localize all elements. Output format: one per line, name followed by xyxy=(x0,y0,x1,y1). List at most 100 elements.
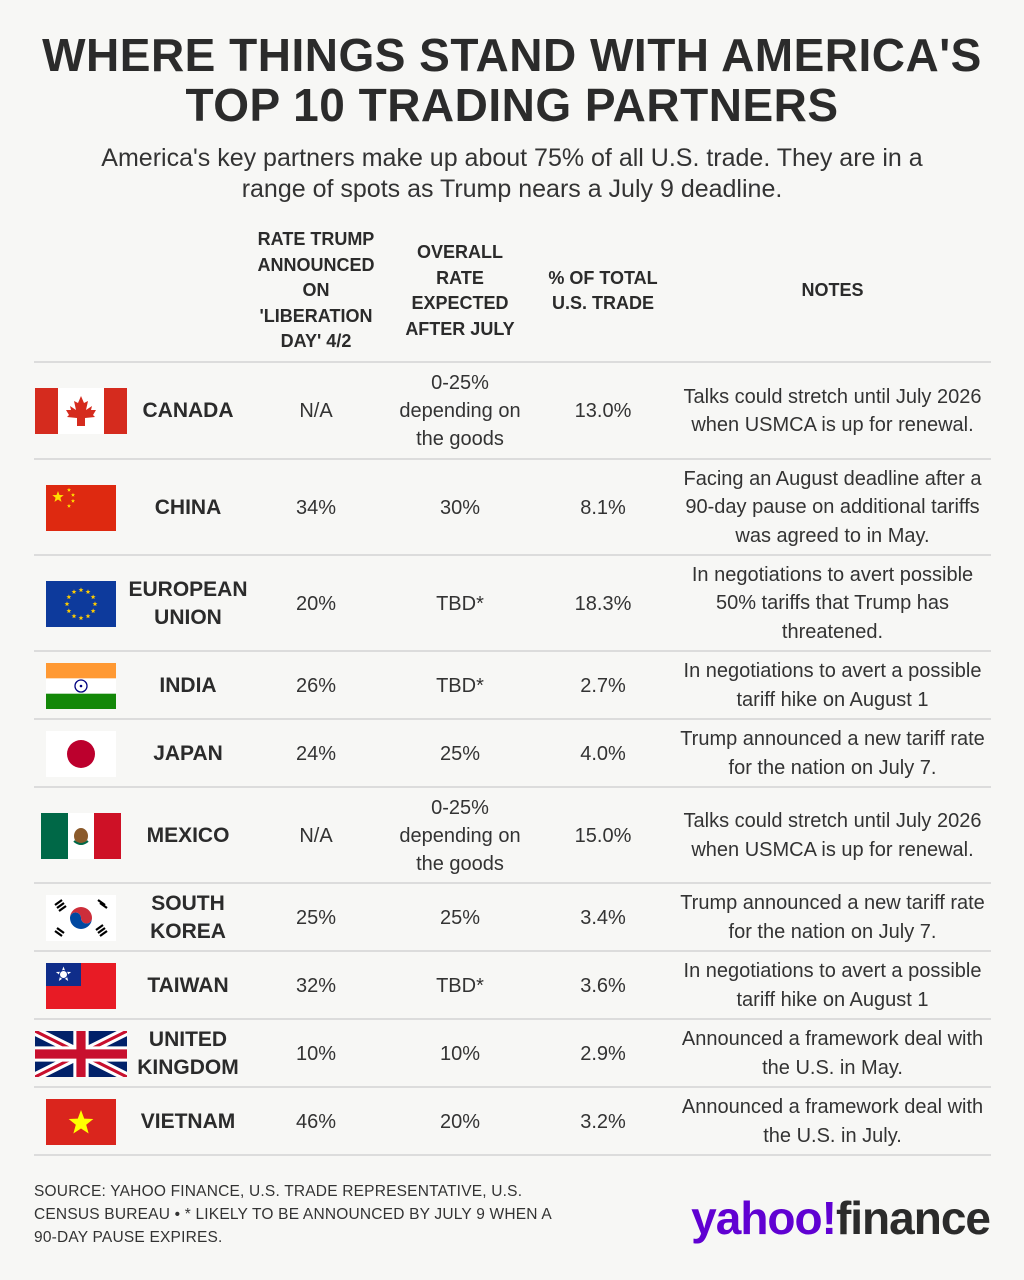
table-row: INDIA 26% TBD* 2.7% In negotiations to a… xyxy=(34,652,991,719)
table-row: SOUTH KOREA 25% 25% 3.4% Trump announced … xyxy=(34,884,991,951)
rate-announced: 25% xyxy=(295,906,337,929)
footer-line: 90-DAY PAUSE EXPIRES. xyxy=(34,1229,223,1246)
share-of-trade: 3.2% xyxy=(580,1110,626,1133)
header-rate-announced: RATE TRUMP ANNOUNCED ON 'LIBERATION DAY'… xyxy=(250,226,382,356)
country-name: MEXICO xyxy=(132,788,244,883)
table-row: CANADA N/A 0-25% depending on the goods 13… xyxy=(34,363,991,459)
rate-announced: 34% xyxy=(295,496,337,519)
country-name: TAIWAN xyxy=(132,952,244,1019)
text-line: the goods xyxy=(416,428,504,450)
text-line: KINGDOM xyxy=(137,1055,239,1079)
row-divider xyxy=(34,950,991,952)
text-line: CANADA xyxy=(142,399,234,422)
notes: Trump announced a new tariff rate for the… xyxy=(674,884,991,951)
text-line: tariff hike on August 1 xyxy=(736,688,929,711)
overall-rate: 25% xyxy=(386,720,534,787)
text-line: was agreed to in May. xyxy=(735,524,930,547)
country-name: VIETNAM xyxy=(132,1088,244,1155)
rate-announced: 26% xyxy=(295,674,337,697)
country-name: EUROPEAN UNION xyxy=(128,556,247,651)
text-line: Facing an August deadline after a xyxy=(683,467,982,490)
text-line: TAIWAN xyxy=(147,973,229,997)
text-line: SOUTH xyxy=(151,891,225,915)
text-line: INDIA xyxy=(159,673,217,697)
china-flag xyxy=(34,460,128,555)
text-line: when USMCA is up for renewal. xyxy=(691,414,974,436)
text-line: In negotiations to avert possible xyxy=(691,563,974,586)
uk-flag xyxy=(34,1020,128,1087)
rate-announced: 32% xyxy=(295,974,337,997)
table-row: CHINA 34% 30% 8.1% Facing an August dead… xyxy=(34,460,991,555)
text-line: VIETNAM xyxy=(140,1109,236,1133)
notes: In negotiations to avert a possible tarif… xyxy=(674,952,991,1019)
overall-rate: TBD* xyxy=(386,952,534,1019)
subtitle-line-2: range of spots as Trump nears a July 9 d… xyxy=(241,175,783,203)
header-line: ON xyxy=(302,280,330,301)
share-of-trade: 2.9% xyxy=(580,1042,626,1065)
text-line: 20% xyxy=(439,1110,481,1133)
text-line: depending on xyxy=(399,400,521,422)
japan-flag xyxy=(34,720,128,787)
text-line: 50% tariffs that Trump has xyxy=(715,592,950,615)
subtitle-line-1: America's key partners make up about 75%… xyxy=(101,144,923,172)
notes: In negotiations to avert a possible tarif… xyxy=(674,652,991,719)
row-divider xyxy=(34,882,991,884)
notes: Talks could stretch until July 2026 when … xyxy=(674,363,991,459)
share-of-trade: 2.7% xyxy=(580,674,626,697)
overall-rate: 30% xyxy=(386,460,534,555)
text-line: Trump announced a new tariff rate xyxy=(680,892,985,914)
text-line: MEXICO xyxy=(146,823,230,847)
country-name: JAPAN xyxy=(132,720,244,787)
text-line: the goods xyxy=(416,852,504,875)
notes: In negotiations to avert possible 50% tar… xyxy=(674,556,991,651)
header-line: % OF TOTAL xyxy=(548,267,658,288)
rate-announced: 20% xyxy=(295,592,337,615)
header-line: ANNOUNCED xyxy=(257,254,375,275)
text-line: Trump announced a new tariff rate xyxy=(680,728,985,750)
text-line: threatened. xyxy=(781,620,884,643)
header-line: DAY' 4/2 xyxy=(280,331,352,352)
mexico-flag xyxy=(34,788,128,883)
text-line: 25% xyxy=(439,906,481,929)
text-line: JAPAN xyxy=(153,741,223,765)
text-line: CHINA xyxy=(154,495,222,519)
south-korea-flag xyxy=(34,884,128,951)
table-row: MEXICO N/A 0-25% depending on the goods 15… xyxy=(34,788,991,883)
table-row: VIETNAM 46% 20% 3.2% Announced a framewo… xyxy=(34,1088,991,1155)
rate-announced: N/A xyxy=(299,400,333,422)
footer-line: SOURCE: YAHOO FINANCE, U.S. TRADE REPRES… xyxy=(34,1183,523,1200)
country-name: SOUTH KOREA xyxy=(132,884,244,951)
canada-flag xyxy=(34,363,128,459)
notes: Talks could stretch until July 2026 when … xyxy=(674,788,991,883)
text-line: TBD* xyxy=(436,674,484,697)
share-of-trade: 3.6% xyxy=(580,974,626,997)
header-line: RATE TRUMP xyxy=(257,229,375,250)
overall-rate: 0-25% depending on the goods xyxy=(386,363,534,459)
rate-announced: 46% xyxy=(295,1110,337,1133)
overall-rate: 10% xyxy=(386,1020,534,1087)
row-divider xyxy=(34,361,991,363)
india-flag xyxy=(34,652,128,719)
page-title: WHERE THINGS STAND WITH AMERICA'S TOP 10… xyxy=(0,30,1024,130)
yahoo-finance-logo: yahoo!finance xyxy=(691,1190,991,1246)
header-line: EXPECTED xyxy=(411,293,509,313)
row-divider xyxy=(34,1086,991,1088)
footer-line: CENSUS BUREAU • * LIKELY TO BE ANNOUNCED… xyxy=(34,1206,552,1223)
text-line: 10% xyxy=(439,1042,481,1065)
text-line: Talks could stretch until July 2026 xyxy=(683,385,982,408)
overall-rate: TBD* xyxy=(386,556,534,651)
header-line: U.S. TRADE xyxy=(551,293,654,313)
taiwan-flag xyxy=(34,952,128,1019)
header-line: NOTES xyxy=(801,280,864,301)
eu-flag xyxy=(34,556,128,651)
share-of-trade: 4.0% xyxy=(580,742,626,765)
title-line-1: WHERE THINGS STAND WITH AMERICA'S xyxy=(42,29,982,81)
logo-finance: finance xyxy=(835,1192,991,1244)
notes: Trump announced a new tariff rate for the… xyxy=(674,720,991,787)
rate-announced: 10% xyxy=(295,1042,337,1065)
header-overall-rate: OVERALL RATE EXPECTED AFTER JULY xyxy=(386,226,534,356)
text-line: 90-day pause on additional tariffs xyxy=(685,496,980,519)
title-line-2: TOP 10 TRADING PARTNERS xyxy=(185,79,839,131)
row-divider xyxy=(34,1154,991,1156)
row-divider xyxy=(34,1018,991,1020)
